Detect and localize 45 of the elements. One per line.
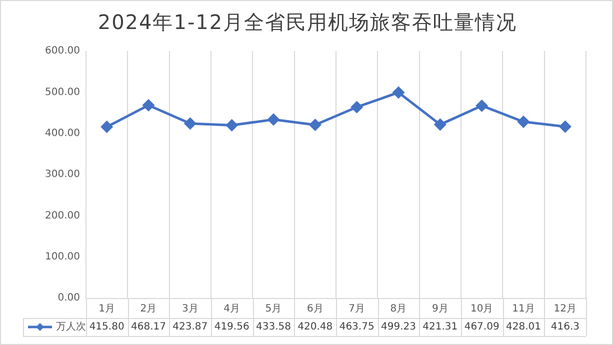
point [476,100,488,112]
data-label: 421.31 [422,322,458,333]
point [309,119,321,131]
data-label: 467.09 [464,322,500,333]
data-label: 420.48 [298,322,333,333]
x-tick-label: 7月 [348,304,366,315]
y-tick-label: 200.00 [44,210,80,222]
x-tick-label: 3月 [182,304,198,315]
x-tick-label: 6月 [306,304,324,315]
y-tick-label: 0.00 [58,292,80,304]
data-label: 433.58 [256,322,291,333]
point [101,121,113,133]
data-label: 428.01 [506,322,541,333]
x-tick-label: 1月 [98,304,116,315]
x-tick-label: 11月 [512,304,535,315]
point [392,86,404,98]
x-tick-label: 8月 [390,304,407,315]
data-label: 415.80 [89,322,124,333]
x-tick-label: 12月 [554,304,577,315]
data-label: 499.23 [380,322,416,333]
legend-label: 万人次 [56,322,86,333]
x-tick-label: 10月 [470,304,494,315]
y-tick-label: 400.00 [44,128,80,139]
y-tick-label: 100.00 [44,251,80,262]
y-tick-label: 600.00 [44,46,80,57]
data-label: 468.17 [130,322,166,333]
point [434,118,446,130]
point [351,101,363,113]
y-tick-label: 500.00 [44,86,80,98]
point [268,114,280,126]
x-tick-label: 9月 [432,304,448,315]
x-tick-label: 4月 [224,304,240,315]
point [226,120,238,132]
point [559,120,571,132]
data-label: 463.75 [339,322,374,333]
x-tick-label: 2月 [140,304,157,315]
data-label: 416.3 [550,322,580,333]
data-label: 419.56 [214,322,250,333]
point [142,100,154,112]
chart-title: 2024年1-12月全省民用机场旅客吞吐量情况 [96,9,518,36]
point [518,116,530,128]
point [184,118,196,130]
y-tick-label: 300.00 [44,169,80,180]
data-label: 423.87 [172,322,208,333]
x-tick-label: 5月 [265,304,282,315]
